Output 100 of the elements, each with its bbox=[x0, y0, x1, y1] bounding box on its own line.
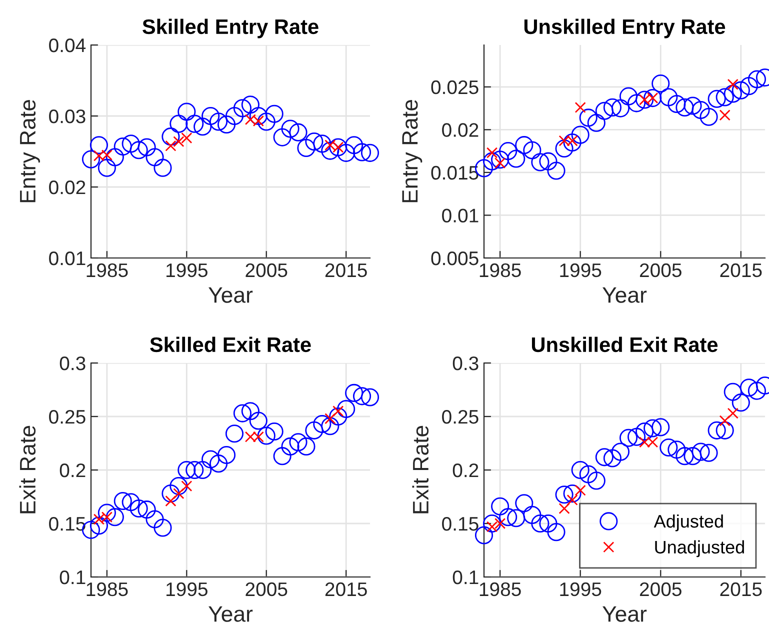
point bbox=[313, 134, 332, 153]
point bbox=[547, 523, 566, 542]
point bbox=[353, 387, 372, 406]
x-tick-label: 1985 bbox=[480, 582, 521, 596]
point bbox=[297, 437, 316, 456]
point bbox=[652, 74, 670, 93]
y-tick-label: 0.02 bbox=[442, 123, 478, 137]
point bbox=[719, 110, 730, 121]
point bbox=[265, 422, 284, 441]
point bbox=[265, 104, 284, 123]
point bbox=[486, 147, 498, 158]
point bbox=[652, 418, 670, 436]
point bbox=[748, 382, 766, 400]
point bbox=[676, 447, 694, 466]
point bbox=[337, 400, 356, 418]
x-tick-label: 2005 bbox=[640, 263, 682, 278]
point bbox=[628, 94, 646, 112]
point bbox=[700, 108, 718, 126]
chart-title: Skilled Exit Rate bbox=[150, 336, 311, 352]
point bbox=[539, 152, 558, 170]
y-tick-label: 0.1 bbox=[60, 570, 86, 584]
point bbox=[345, 384, 364, 402]
point bbox=[165, 140, 176, 152]
point bbox=[181, 132, 192, 144]
point bbox=[257, 112, 276, 131]
x-tick-label: 1985 bbox=[480, 263, 521, 278]
chart-title: Unskilled Entry Rate bbox=[524, 18, 726, 38]
point bbox=[122, 493, 140, 512]
point bbox=[360, 388, 380, 406]
point bbox=[668, 440, 686, 459]
point bbox=[700, 444, 718, 462]
point bbox=[587, 472, 606, 490]
point bbox=[114, 138, 132, 156]
point bbox=[555, 486, 574, 504]
legend-label: Adjusted bbox=[654, 514, 723, 532]
x-tick-label: 2005 bbox=[246, 263, 288, 278]
x-axis-title: Year bbox=[602, 606, 647, 622]
point bbox=[289, 433, 308, 452]
point bbox=[491, 497, 510, 516]
x-axis-title: Year bbox=[208, 606, 253, 622]
point bbox=[515, 494, 534, 512]
point bbox=[173, 136, 184, 148]
point bbox=[337, 144, 356, 162]
point bbox=[186, 460, 204, 480]
point bbox=[98, 158, 116, 177]
point bbox=[531, 514, 550, 533]
x-tick-label: 2005 bbox=[246, 582, 288, 596]
point bbox=[740, 77, 758, 96]
point bbox=[273, 128, 292, 146]
point bbox=[225, 106, 244, 126]
point bbox=[571, 460, 590, 480]
point bbox=[202, 450, 220, 468]
point bbox=[579, 108, 598, 127]
point bbox=[566, 494, 578, 506]
y-tick-label: 0.02 bbox=[49, 180, 86, 194]
point bbox=[170, 114, 188, 133]
point bbox=[154, 518, 172, 537]
x-tick-label: 1995 bbox=[560, 582, 602, 596]
point bbox=[523, 506, 542, 524]
y-tick-label: 0.015 bbox=[431, 166, 478, 180]
point bbox=[249, 412, 268, 430]
point bbox=[281, 437, 300, 456]
x-axis-title: Year bbox=[208, 287, 253, 303]
y-tick-label: 0.2 bbox=[60, 463, 86, 478]
point bbox=[233, 404, 252, 422]
point bbox=[162, 484, 180, 503]
y-tick-label: 0.25 bbox=[442, 410, 478, 424]
point bbox=[603, 449, 622, 468]
point bbox=[727, 408, 738, 419]
point bbox=[507, 509, 526, 528]
y-tick-label: 0.01 bbox=[442, 208, 478, 222]
y-tick-label: 0.025 bbox=[431, 80, 478, 94]
x-tick-label: 1985 bbox=[86, 582, 128, 596]
point bbox=[523, 141, 542, 160]
point bbox=[130, 141, 148, 160]
y-tick-label: 0.03 bbox=[49, 109, 86, 124]
point bbox=[90, 136, 108, 154]
legend-label: Unadjusted bbox=[655, 540, 744, 558]
point bbox=[644, 419, 662, 438]
y-tick-label: 0.3 bbox=[60, 356, 86, 370]
point bbox=[628, 428, 646, 446]
point bbox=[281, 120, 300, 138]
point bbox=[146, 510, 164, 528]
point bbox=[289, 123, 308, 142]
y-axis-title: Entry Rate bbox=[20, 100, 40, 202]
point bbox=[724, 84, 742, 103]
point bbox=[684, 96, 702, 115]
y-tick-label: 0.01 bbox=[49, 251, 86, 266]
point bbox=[194, 118, 212, 136]
point bbox=[241, 402, 260, 420]
point bbox=[305, 132, 324, 151]
point bbox=[90, 516, 108, 535]
point bbox=[210, 112, 228, 131]
point bbox=[313, 414, 332, 434]
point bbox=[574, 484, 586, 496]
point bbox=[217, 115, 236, 134]
point bbox=[740, 378, 758, 397]
y-tick-label: 0.15 bbox=[49, 516, 86, 531]
point bbox=[708, 421, 726, 440]
point bbox=[603, 98, 622, 116]
